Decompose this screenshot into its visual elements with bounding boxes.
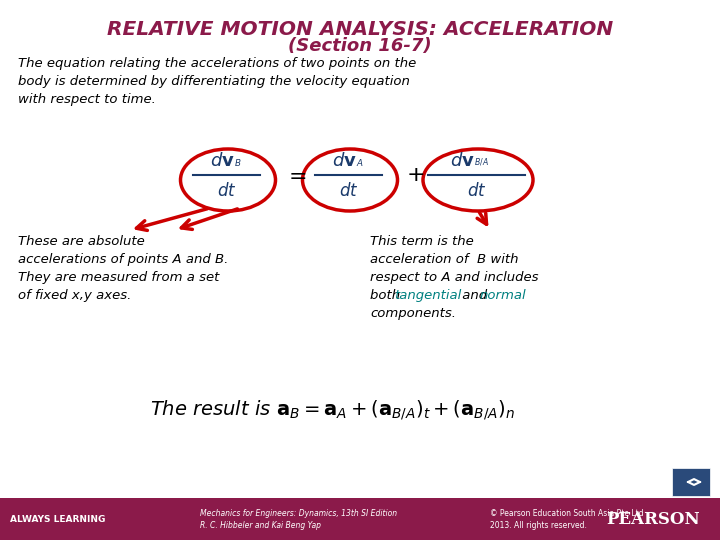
Text: both: both (370, 289, 405, 302)
Text: PEARSON: PEARSON (606, 510, 700, 528)
Text: normal: normal (480, 289, 526, 302)
Text: $d\mathbf{v}$: $d\mathbf{v}$ (331, 152, 356, 170)
Text: 2013. All rights reserved.: 2013. All rights reserved. (490, 521, 587, 530)
Text: © Pearson Education South Asia Pte Ltd: © Pearson Education South Asia Pte Ltd (490, 509, 644, 517)
Ellipse shape (181, 149, 276, 211)
Text: $dt$: $dt$ (217, 182, 237, 200)
Text: $+$: $+$ (406, 165, 424, 185)
Text: These are absolute: These are absolute (18, 235, 145, 248)
Ellipse shape (423, 149, 533, 211)
Text: $_A$: $_A$ (356, 156, 364, 169)
Text: $=$: $=$ (284, 165, 306, 185)
Text: The equation relating the accelerations of two points on the
body is determined : The equation relating the accelerations … (18, 57, 416, 106)
Text: ALWAYS LEARNING: ALWAYS LEARNING (10, 515, 105, 523)
Text: and: and (458, 289, 491, 302)
Text: R. C. Hibbeler and Kai Beng Yap: R. C. Hibbeler and Kai Beng Yap (200, 521, 321, 530)
Text: $d\mathbf{v}$: $d\mathbf{v}$ (210, 152, 235, 170)
Text: $dt$: $dt$ (467, 182, 487, 200)
Text: The result is $\mathbf{a}_B = \mathbf{a}_A + (\mathbf{a}_{B/A})_t + (\mathbf{a}_: The result is $\mathbf{a}_B = \mathbf{a}… (150, 398, 516, 422)
Text: accelerations of points A and B.: accelerations of points A and B. (18, 253, 228, 266)
Ellipse shape (302, 149, 397, 211)
Text: $_B$: $_B$ (234, 156, 242, 169)
Text: tangential: tangential (394, 289, 462, 302)
Text: They are measured from a set: They are measured from a set (18, 271, 220, 284)
Text: components.: components. (370, 307, 456, 320)
Text: $d\mathbf{v}$: $d\mathbf{v}$ (449, 152, 474, 170)
Text: $dt$: $dt$ (339, 182, 359, 200)
Text: of fixed x,y axes.: of fixed x,y axes. (18, 289, 131, 302)
Text: Mechanics for Engineers: Dynamics, 13th SI Edition: Mechanics for Engineers: Dynamics, 13th … (200, 509, 397, 517)
Bar (672, 468, 710, 496)
Text: acceleration of  B with: acceleration of B with (370, 253, 518, 266)
Bar (0, 498, 720, 540)
Text: RELATIVE MOTION ANALYSIS: ACCELERATION: RELATIVE MOTION ANALYSIS: ACCELERATION (107, 20, 613, 39)
Text: respect to A and includes: respect to A and includes (370, 271, 539, 284)
Text: This term is the: This term is the (370, 235, 474, 248)
Text: (Section 16-7): (Section 16-7) (288, 37, 432, 55)
Text: $_{B/A}$: $_{B/A}$ (474, 156, 489, 169)
